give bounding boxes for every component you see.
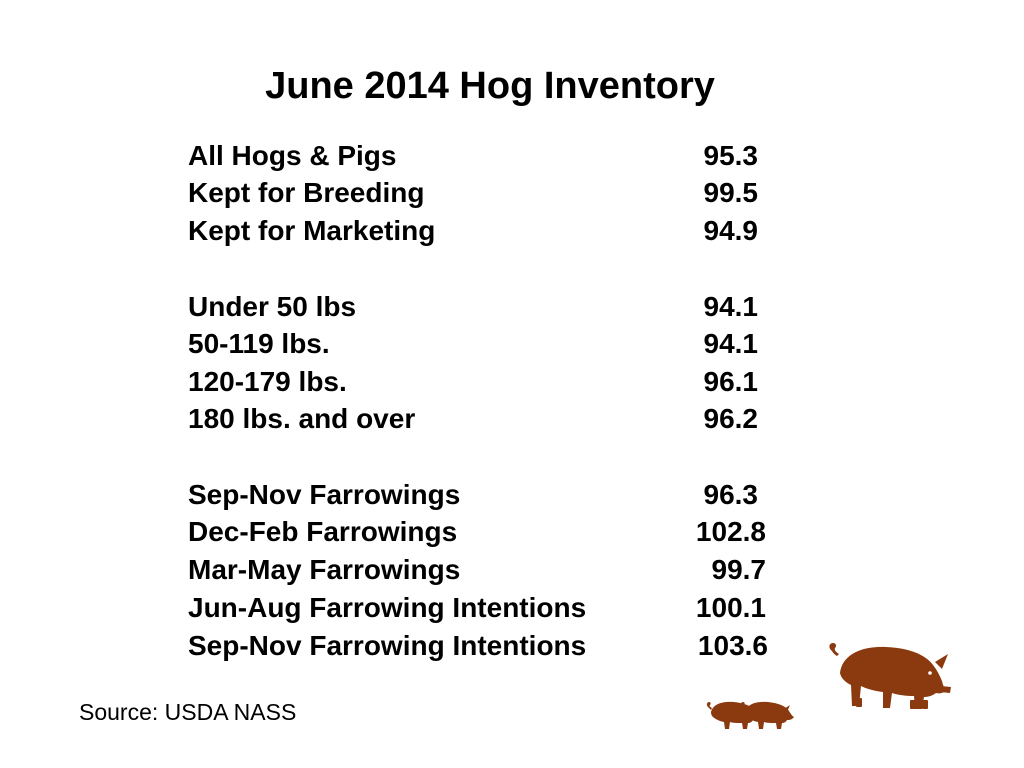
row-value-50-119-lbs: 94.1 [703,328,759,359]
row-value-under-50-lbs: 94.1 [703,291,759,322]
row-label-mar-may-farrowings: Mar-May Farrowings [188,554,461,585]
row-label-jun-aug-farrowing-intentions: Jun-Aug Farrowing Intentions [188,592,587,623]
row-label-sep-nov-farrowings: Sep-Nov Farrowings [188,479,461,510]
row-label-under-50-lbs: Under 50 lbs [188,291,357,322]
row-value-kept-for-breeding: 99.5 [703,177,759,208]
piglet-icon [740,701,794,729]
row-label-kept-for-marketing: Kept for Marketing [188,215,436,246]
row-value-all-hogs-pigs: 95.3 [703,140,759,171]
pig-icon [829,643,951,709]
row-label-180-lbs-and-over: 180 lbs. and over [188,403,416,434]
row-label-all-hogs-pigs: All Hogs & Pigs [188,140,397,171]
row-value-mar-may-farrowings: 99.7 [711,554,767,585]
row-value-180-lbs-and-over: 96.2 [703,403,759,434]
row-label-120-179-lbs: 120-179 lbs. [188,366,347,397]
row-value-sep-nov-farrowing-intentions: 103.6 [697,630,768,661]
row-label-50-119-lbs: 50-119 lbs. [188,328,330,359]
source-note: Source: USDA NASS [79,699,297,725]
row-value-jun-aug-farrowing-intentions: 100.1 [695,592,766,623]
page-title: June 2014 Hog Inventory [265,65,715,107]
row-label-sep-nov-farrowing-intentions: Sep-Nov Farrowing Intentions [188,630,587,661]
row-value-kept-for-marketing: 94.9 [703,215,759,246]
row-value-120-179-lbs: 96.1 [703,366,759,397]
row-label-kept-for-breeding: Kept for Breeding [188,177,425,208]
row-label-dec-feb-farrowings: Dec-Feb Farrowings [188,516,458,547]
row-value-sep-nov-farrowings: 96.3 [703,479,759,510]
row-value-dec-feb-farrowings: 102.8 [695,516,766,547]
